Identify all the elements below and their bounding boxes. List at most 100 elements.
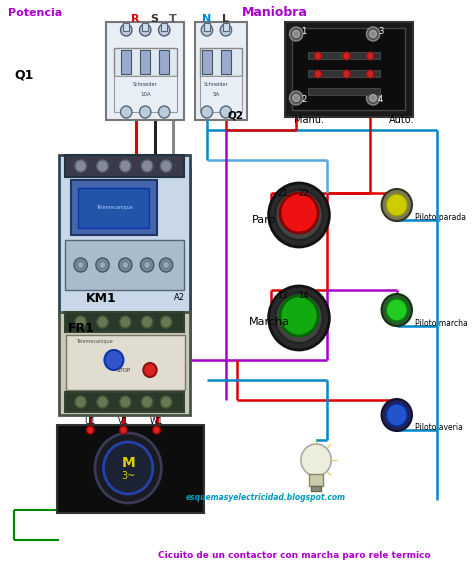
Circle shape [275, 190, 323, 240]
Circle shape [201, 24, 213, 36]
Text: Telemecanique: Telemecanique [96, 206, 132, 210]
Circle shape [301, 444, 331, 476]
Circle shape [143, 363, 156, 377]
Text: L: L [222, 14, 229, 24]
Text: Telemecanique: Telemecanique [76, 339, 113, 344]
Text: 21: 21 [278, 188, 288, 198]
Bar [201, 48, 242, 76]
Text: V1: V1 [118, 418, 129, 426]
Circle shape [95, 433, 161, 503]
Circle shape [382, 294, 412, 326]
Circle shape [280, 193, 318, 233]
Circle shape [160, 160, 172, 172]
Circle shape [343, 70, 350, 78]
Circle shape [119, 426, 127, 434]
Circle shape [75, 316, 86, 328]
Circle shape [366, 27, 380, 41]
Text: STOP: STOP [116, 367, 130, 373]
Text: W1: W1 [150, 418, 164, 426]
Circle shape [366, 70, 374, 78]
Circle shape [269, 286, 329, 350]
Text: Paro: Paro [252, 215, 276, 225]
Circle shape [386, 299, 407, 321]
Bar [64, 240, 184, 290]
Text: 10A: 10A [140, 93, 151, 97]
Circle shape [120, 106, 132, 118]
Text: R: R [131, 14, 140, 24]
Bar [285, 22, 413, 117]
Circle shape [86, 426, 94, 434]
Bar [106, 22, 184, 120]
Circle shape [97, 316, 108, 328]
Text: N: N [202, 14, 211, 24]
Circle shape [96, 258, 109, 272]
Circle shape [370, 31, 376, 37]
Circle shape [201, 106, 213, 118]
Circle shape [141, 396, 153, 408]
Text: Piloto parada: Piloto parada [415, 214, 466, 222]
Circle shape [366, 52, 374, 60]
Circle shape [366, 91, 380, 105]
Circle shape [160, 396, 172, 408]
Circle shape [104, 350, 123, 370]
Bar [201, 76, 242, 112]
Text: KM1: KM1 [85, 291, 116, 305]
Circle shape [160, 316, 172, 328]
Text: U1: U1 [84, 418, 96, 426]
Circle shape [220, 24, 232, 36]
Bar [59, 312, 190, 415]
Bar [71, 180, 156, 235]
Text: 3: 3 [378, 28, 383, 36]
Bar [114, 76, 176, 112]
Bar [161, 23, 167, 31]
Bar [114, 48, 176, 76]
Text: M: M [121, 456, 135, 470]
Text: FR1: FR1 [68, 321, 95, 335]
Circle shape [290, 27, 303, 41]
Text: 3~: 3~ [121, 471, 135, 481]
Bar [78, 188, 149, 228]
Text: 5A: 5A [213, 93, 220, 97]
Bar [292, 28, 405, 110]
Bar [159, 50, 169, 74]
Bar [142, 23, 148, 31]
Text: Q1: Q1 [14, 69, 34, 81]
Bar [64, 155, 184, 177]
Circle shape [220, 106, 232, 118]
Circle shape [343, 52, 350, 60]
Bar [202, 50, 212, 74]
Bar [221, 50, 231, 74]
Bar [204, 23, 210, 31]
Circle shape [103, 442, 153, 494]
Circle shape [280, 296, 318, 336]
Text: S: S [151, 14, 159, 24]
Text: Schneider: Schneider [204, 82, 229, 88]
Circle shape [386, 194, 407, 216]
Text: 14: 14 [299, 291, 309, 301]
Circle shape [382, 189, 412, 221]
Text: Marcha: Marcha [249, 317, 290, 327]
Circle shape [275, 293, 323, 343]
Bar [66, 335, 185, 390]
Text: A2: A2 [173, 294, 185, 302]
Bar [57, 425, 204, 513]
Bar [223, 23, 229, 31]
Text: Maniobra: Maniobra [242, 6, 308, 20]
Circle shape [74, 258, 87, 272]
Text: Manu.: Manu. [294, 115, 324, 125]
Text: esquemasyelectricidad.blogspot.com: esquemasyelectricidad.blogspot.com [186, 494, 346, 502]
Circle shape [293, 31, 300, 37]
Circle shape [97, 396, 108, 408]
Circle shape [119, 396, 131, 408]
Bar [121, 50, 131, 74]
Circle shape [153, 426, 160, 434]
Bar [309, 88, 380, 95]
Circle shape [140, 258, 154, 272]
Bar [311, 486, 321, 491]
Circle shape [118, 258, 132, 272]
Circle shape [139, 24, 151, 36]
Circle shape [122, 262, 128, 268]
Bar [64, 392, 184, 412]
Circle shape [159, 258, 173, 272]
Bar [310, 474, 323, 486]
